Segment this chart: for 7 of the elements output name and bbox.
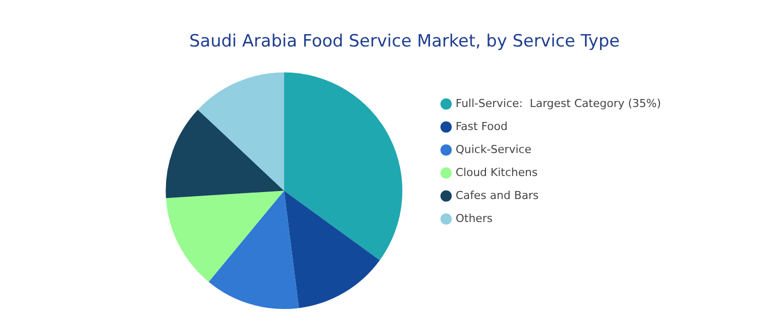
legend-label: Others — [456, 212, 493, 225]
legend-label: Cafes and Bars — [456, 188, 539, 202]
legend-label: Fast Food — [456, 120, 508, 133]
legend-label: Full-Service: Largest Category (35%) — [456, 96, 662, 110]
chart-title: Saudi Arabia Food Service Market, by Service Type — [189, 32, 620, 52]
legend-label: Cloud Kitchens — [456, 166, 538, 179]
legend-label: Quick-Service — [456, 142, 532, 156]
